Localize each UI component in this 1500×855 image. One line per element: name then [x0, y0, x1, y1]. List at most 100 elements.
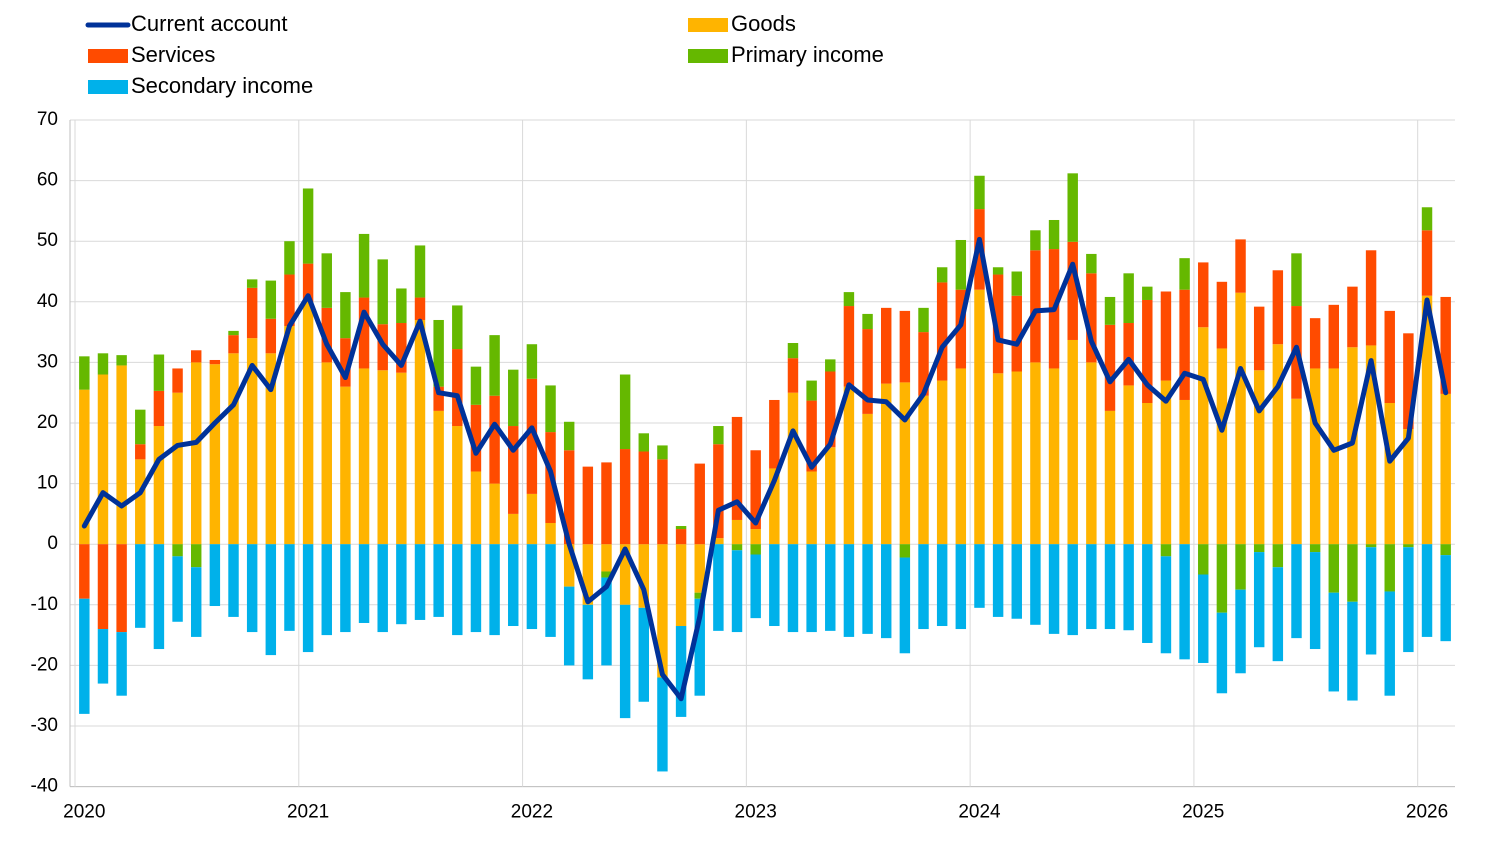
bar-segment — [563, 450, 575, 545]
bar-segment — [694, 463, 705, 545]
bar-segment — [601, 571, 612, 578]
bar-segment — [713, 544, 724, 631]
bar-segment — [582, 604, 594, 680]
bar-segment — [116, 355, 127, 366]
bar-segment — [470, 404, 482, 472]
bar-segment — [1253, 552, 1265, 648]
bar-segment — [358, 233, 370, 298]
bar-segment — [1403, 333, 1414, 430]
bar-segment — [806, 400, 817, 472]
bar-segment — [1272, 544, 1284, 568]
bar-segment — [135, 459, 146, 545]
bar-segment — [452, 305, 463, 350]
bar-segment — [675, 529, 687, 545]
bar-segment — [1216, 612, 1228, 694]
bar-segment — [843, 306, 855, 387]
y-tick-label: 70 — [37, 109, 58, 130]
bar-segment — [1384, 591, 1395, 696]
bar-segment — [358, 368, 370, 545]
bar-segment — [1179, 289, 1190, 400]
bar-segment — [992, 544, 1004, 617]
bar-segment — [936, 267, 948, 283]
x-tick-label: 2024 — [958, 802, 1001, 823]
bar-segment — [79, 544, 90, 599]
bar-segment — [638, 544, 650, 608]
bar-segment — [1160, 380, 1172, 545]
bar-segment — [433, 386, 444, 411]
bar-segment — [1347, 544, 1358, 602]
legend-label: Secondary income — [131, 73, 313, 98]
bar-segment — [638, 433, 650, 452]
bar-segment — [321, 253, 332, 308]
bar-segment — [563, 544, 575, 587]
bar-segment — [619, 544, 631, 605]
bar-segment — [1440, 544, 1451, 556]
bar-segment — [1086, 273, 1097, 363]
bar-segment — [731, 416, 743, 520]
bar-segment — [675, 626, 687, 717]
bar-segment — [1048, 219, 1060, 250]
bar-segment — [1347, 347, 1358, 545]
bar-segment — [135, 409, 146, 445]
bar-segment — [806, 471, 817, 545]
bar-segment — [1440, 555, 1451, 642]
bar-segment — [340, 292, 351, 339]
bar-segment — [153, 390, 165, 427]
bar-segment — [936, 282, 948, 381]
bar-segment — [1421, 544, 1433, 637]
bar-segment — [769, 399, 780, 469]
bar-segment — [1179, 399, 1190, 545]
bar-segment — [228, 353, 239, 545]
grid — [69, 119, 1455, 788]
bar-segment — [489, 544, 500, 636]
bar-segment — [918, 395, 929, 545]
bar-segment — [284, 241, 295, 275]
bar-segment — [1123, 385, 1134, 545]
bar-segment — [1328, 304, 1340, 369]
bar-segment — [321, 544, 332, 636]
bar-segment — [825, 447, 836, 545]
bar-segment — [1142, 286, 1153, 300]
bar-segment — [79, 389, 90, 545]
bar-segment — [787, 392, 799, 545]
bar-segment — [899, 557, 911, 654]
bar-segment — [713, 444, 724, 539]
y-tick-label: 60 — [37, 170, 58, 191]
bar-segment — [526, 544, 538, 630]
y-tick-label: -20 — [31, 654, 58, 675]
bar-segment — [414, 544, 426, 620]
bar-segment — [1384, 403, 1395, 545]
bar-segment — [769, 544, 780, 627]
bar-segment — [433, 410, 444, 545]
bar-segment — [657, 459, 668, 545]
bar-segment — [1365, 345, 1377, 545]
bar-segment — [601, 577, 612, 666]
bar-segment — [172, 392, 183, 545]
bar-segment — [1216, 544, 1228, 613]
bar-segment — [731, 550, 743, 633]
bar-segment — [1123, 273, 1134, 324]
bar-segment — [1253, 370, 1265, 545]
bar-segment — [1067, 339, 1078, 545]
bar-segment — [619, 604, 631, 719]
bar-segment — [246, 338, 258, 545]
bar-segment — [321, 362, 332, 545]
bar-segment — [1235, 239, 1246, 293]
bar-segment — [1142, 403, 1153, 545]
bar-segment — [1104, 544, 1116, 630]
bar-segment — [936, 380, 948, 545]
bar-segment — [1272, 344, 1284, 545]
bar-segment — [1309, 318, 1321, 369]
bar-segment — [545, 544, 556, 637]
legend-swatch — [88, 49, 128, 63]
bar-segment — [97, 353, 109, 375]
bar-segment — [657, 677, 668, 772]
bar-segment — [862, 329, 873, 414]
bar-segment — [936, 544, 948, 627]
bar-segment — [470, 471, 482, 545]
bar-segment — [452, 426, 463, 545]
bar-segment — [284, 326, 295, 545]
y-tick-label: 40 — [37, 291, 58, 312]
bar-segment — [1235, 589, 1246, 674]
bar-segment — [1403, 544, 1414, 548]
